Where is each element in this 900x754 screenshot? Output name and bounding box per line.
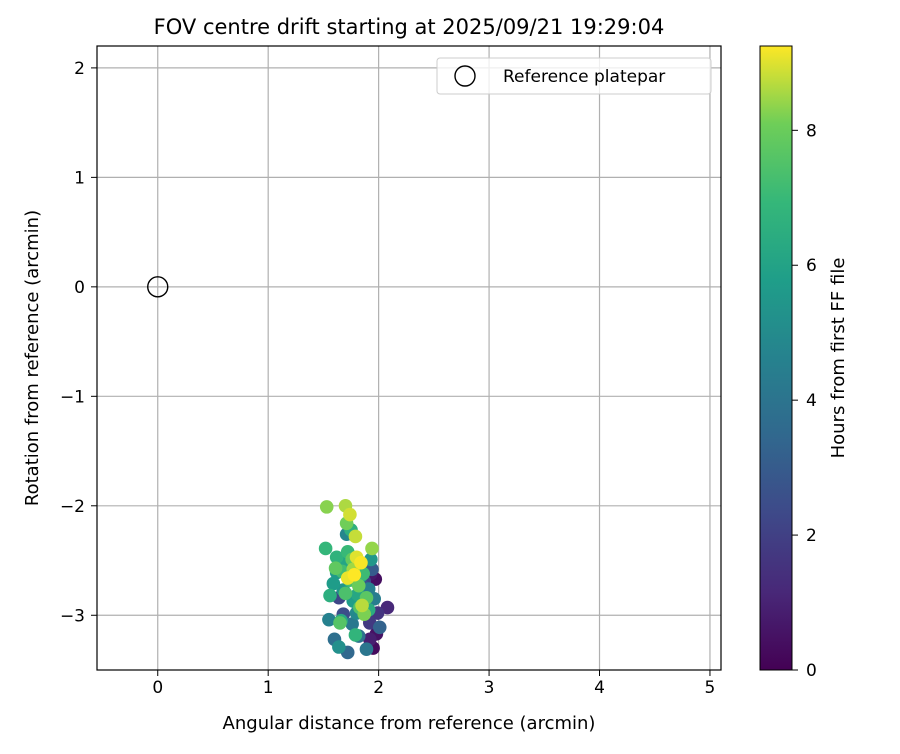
data-point [333, 616, 347, 630]
data-point [322, 612, 336, 627]
y-tick-label: −3 [60, 606, 85, 626]
data-point [343, 507, 357, 522]
data-point [326, 576, 341, 591]
reference-marker-group [147, 276, 169, 298]
data-point [355, 598, 369, 613]
plot-frame [96, 45, 722, 671]
x-tick-label: 3 [484, 678, 495, 698]
data-point [329, 550, 344, 565]
data-point [348, 529, 363, 544]
colorbar-ticks: 0 2 4 6 8 [792, 121, 817, 681]
colorbar-tick-label: 4 [806, 391, 817, 411]
grid-lines [97, 46, 721, 670]
legend-label: Reference platepar [503, 67, 665, 87]
y-tick-label: 1 [74, 168, 85, 188]
x-tick-label: 1 [263, 678, 274, 698]
data-point [345, 617, 359, 631]
data-point [380, 600, 395, 615]
x-tick-label: 4 [594, 678, 605, 698]
legend-reference-marker [454, 65, 476, 87]
y-axis-label: Rotation from reference (arcmin) [22, 210, 43, 506]
data-point [319, 500, 334, 514]
data-point [365, 541, 379, 556]
y-tick-label: −1 [60, 387, 85, 407]
x-tick-label: 5 [705, 678, 716, 698]
reference-platepar-marker [147, 276, 169, 298]
x-tick-label: 2 [373, 678, 384, 698]
legend-box [436, 57, 712, 95]
data-point [347, 567, 362, 582]
data-point [348, 628, 363, 642]
data-point [354, 555, 368, 570]
colorbar: 0 2 4 6 8 Hours from first FF file [759, 45, 849, 681]
x-axis-label: Angular distance from reference (arcmin) [223, 713, 596, 734]
y-tick-label: 2 [74, 59, 85, 79]
axis-ticks: 0 1 2 3 4 5 −3 −2 −1 0 1 2 [60, 59, 715, 698]
legend: Reference platepar [436, 57, 712, 95]
chart-title: FOV centre drift starting at 2025/09/21 … [154, 15, 665, 39]
data-points [318, 498, 395, 660]
colorbar-label: Hours from first FF file [828, 258, 849, 459]
colorbar-gradient [759, 45, 793, 671]
colorbar-tick-label: 0 [806, 661, 817, 681]
y-tick-label: 0 [74, 278, 85, 298]
data-point [351, 578, 366, 593]
data-point [318, 541, 333, 556]
data-point [323, 588, 337, 603]
x-tick-label: 0 [152, 678, 163, 698]
y-tick-label: −2 [60, 497, 85, 517]
data-point [359, 642, 374, 656]
data-point [338, 586, 353, 601]
colorbar-tick-label: 8 [806, 121, 817, 141]
data-point [372, 620, 387, 635]
colorbar-tick-label: 2 [806, 526, 817, 546]
data-point [328, 561, 343, 575]
colorbar-tick-label: 6 [806, 256, 817, 276]
data-point [332, 640, 346, 654]
